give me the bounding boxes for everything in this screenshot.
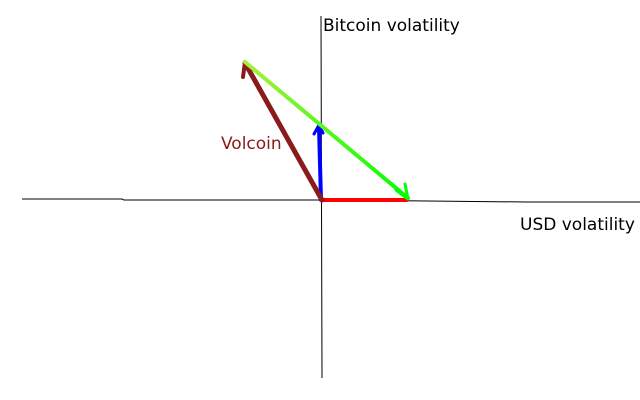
x-axis [22,198,640,203]
x-axis-label: USD volatility [520,215,635,235]
y-axis-label: Bitcoin volatility [323,16,460,36]
volcoin-label: Volcoin [221,134,282,154]
volcoin-vector [241,60,325,203]
difference-vector [243,60,410,201]
